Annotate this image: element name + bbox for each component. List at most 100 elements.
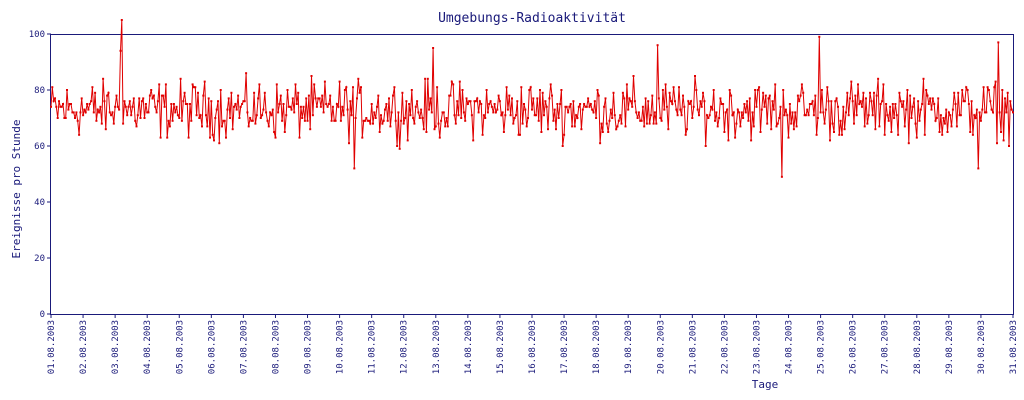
x-tick-label: 13.08.2003	[432, 320, 442, 374]
data-point	[922, 77, 925, 80]
data-point	[221, 125, 223, 128]
data-point	[796, 94, 799, 97]
data-point	[664, 83, 667, 86]
data-point	[691, 117, 694, 119]
data-point	[906, 89, 909, 91]
x-tick-label: 26.08.2003	[849, 320, 859, 374]
data-point	[386, 119, 389, 122]
data-point	[792, 128, 795, 131]
x-tick-label: 19.08.2003	[624, 320, 634, 374]
data-point	[190, 119, 193, 122]
x-tick-label: 05.08.2003	[175, 320, 185, 374]
data-point	[802, 91, 805, 94]
data-point	[374, 117, 377, 119]
y-tick-label: 60	[34, 142, 45, 152]
data-point	[808, 103, 811, 105]
data-point	[1006, 91, 1009, 94]
data-point	[830, 100, 833, 103]
data-point	[1008, 145, 1010, 147]
data-point	[235, 108, 238, 111]
data-point	[357, 77, 360, 80]
data-point	[511, 97, 513, 100]
data-point	[186, 103, 189, 105]
data-point	[450, 80, 453, 83]
data-point	[175, 105, 178, 108]
data-point	[265, 111, 268, 114]
data-point	[90, 100, 93, 103]
data-point	[98, 111, 101, 114]
data-point	[847, 114, 850, 117]
data-point	[603, 105, 606, 108]
data-point	[954, 103, 957, 105]
data-point	[318, 97, 321, 100]
data-point	[82, 114, 85, 117]
data-point	[730, 94, 733, 97]
data-point	[540, 131, 543, 133]
y-tick-label: 100	[29, 30, 45, 40]
data-point	[470, 114, 473, 117]
data-point	[210, 100, 213, 103]
data-point	[217, 100, 219, 103]
x-tick-label: 11.08.2003	[368, 320, 378, 374]
x-tick-label: 03.08.2003	[111, 320, 121, 374]
data-point	[275, 83, 278, 86]
data-point	[295, 103, 298, 105]
data-point	[384, 108, 386, 111]
data-point	[512, 122, 515, 125]
data-point	[637, 111, 640, 114]
data-point	[698, 114, 700, 117]
data-point	[707, 117, 710, 119]
data-point	[389, 125, 392, 128]
data-point	[360, 86, 362, 89]
data-point	[103, 100, 106, 103]
data-point	[120, 19, 123, 21]
data-point	[143, 117, 146, 119]
data-point	[625, 83, 628, 86]
data-point	[305, 97, 308, 100]
data-point	[738, 111, 741, 114]
data-point	[993, 86, 996, 89]
data-point	[756, 89, 759, 91]
data-point	[64, 117, 67, 119]
data-point	[839, 119, 842, 122]
data-point	[889, 105, 892, 108]
data-point	[829, 139, 831, 142]
x-tick-label: 02.08.2003	[79, 320, 89, 374]
data-point	[465, 97, 468, 100]
data-point	[457, 114, 460, 117]
data-point	[859, 100, 862, 103]
data-point	[115, 94, 118, 97]
data-point	[369, 122, 372, 125]
data-point	[819, 111, 822, 114]
data-point	[307, 94, 310, 97]
data-point	[119, 49, 122, 52]
data-point	[214, 117, 217, 119]
data-point	[523, 103, 525, 105]
data-point	[580, 128, 583, 131]
data-point	[668, 91, 671, 94]
data-point	[919, 108, 922, 111]
data-point	[472, 139, 475, 142]
data-point	[545, 105, 548, 108]
data-point	[612, 91, 615, 94]
data-point	[417, 111, 420, 114]
data-point	[476, 97, 479, 100]
data-point	[710, 105, 712, 108]
data-point	[100, 122, 103, 125]
data-point	[584, 105, 587, 108]
data-point	[225, 136, 227, 139]
data-point	[343, 89, 346, 91]
data-point	[537, 119, 540, 122]
data-point	[201, 125, 203, 128]
data-point	[656, 44, 659, 47]
data-point	[731, 114, 734, 117]
data-point	[434, 125, 437, 128]
data-point	[134, 119, 137, 122]
data-point	[607, 131, 610, 133]
data-point	[555, 128, 557, 131]
data-point	[422, 128, 425, 131]
data-point	[724, 111, 727, 114]
data-point	[263, 91, 266, 94]
data-point	[131, 105, 134, 108]
data-point	[515, 114, 517, 117]
